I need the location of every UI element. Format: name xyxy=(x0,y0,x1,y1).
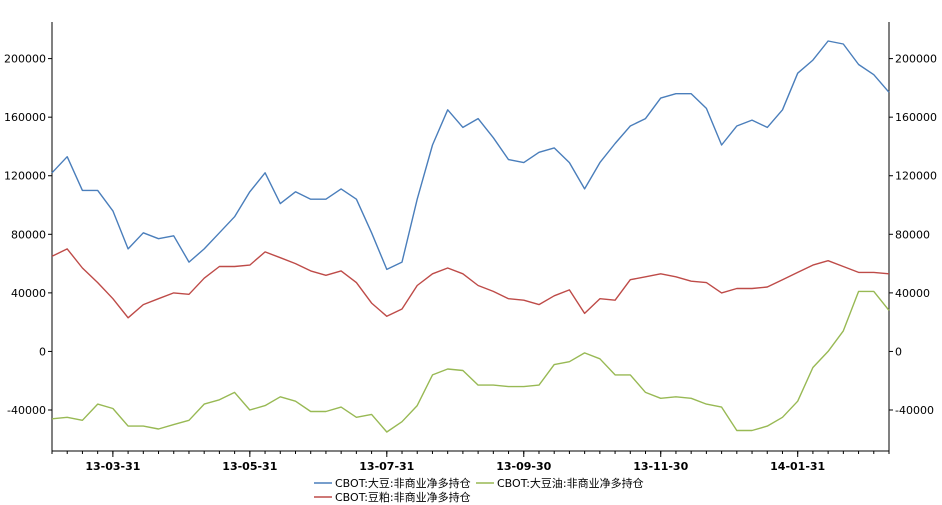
y-tick-label-right: 200000 xyxy=(895,53,937,66)
series-line-1 xyxy=(51,40,890,271)
y-tick-label-right: 0 xyxy=(895,345,902,358)
x-tick-label: 13-09-30 xyxy=(496,460,551,473)
y-tick-label-left: 80000 xyxy=(11,228,46,241)
y-tick-label-left: 160000 xyxy=(4,111,46,124)
y-tick-label-left: 200000 xyxy=(4,53,46,66)
x-tick-label: 14-01-31 xyxy=(770,460,825,473)
series-line-2 xyxy=(51,290,890,433)
x-tick-label: 13-07-31 xyxy=(359,460,414,473)
y-tick-label-right: 120000 xyxy=(895,170,937,183)
legend-label-1: CBOT:大豆:非商业净多持仓 xyxy=(335,476,471,490)
x-tick-label: 13-11-30 xyxy=(633,460,688,473)
chart-legend: CBOT:大豆:非商业净多持仓 CBOT:大豆油:非商业净多持仓 CBOT:豆粕:非… xyxy=(314,476,644,504)
legend-label-2: CBOT:大豆油:非商业净多持仓 xyxy=(497,476,644,490)
chart-axes: 200000 200000 160000 160000 120000 120000 8000… xyxy=(4,22,937,473)
y-tick-label-right: 80000 xyxy=(895,228,930,241)
y-tick-label-left: 120000 xyxy=(4,170,46,183)
chart-series-lines xyxy=(51,40,890,433)
y-tick-label-right: -40000 xyxy=(895,404,934,417)
y-tick-label-right: 160000 xyxy=(895,111,937,124)
y-tick-label-right: 40000 xyxy=(895,287,930,300)
y-tick-label-left: 0 xyxy=(39,345,46,358)
series-line-3 xyxy=(51,248,890,319)
legend-label-3: CBOT:豆粕:非商业净多持仓 xyxy=(335,490,471,504)
y-tick-label-left: 40000 xyxy=(11,287,46,300)
x-tick-label: 13-03-31 xyxy=(85,460,140,473)
x-tick-label: 13-05-31 xyxy=(222,460,277,473)
y-tick-label-left: -40000 xyxy=(7,404,46,417)
